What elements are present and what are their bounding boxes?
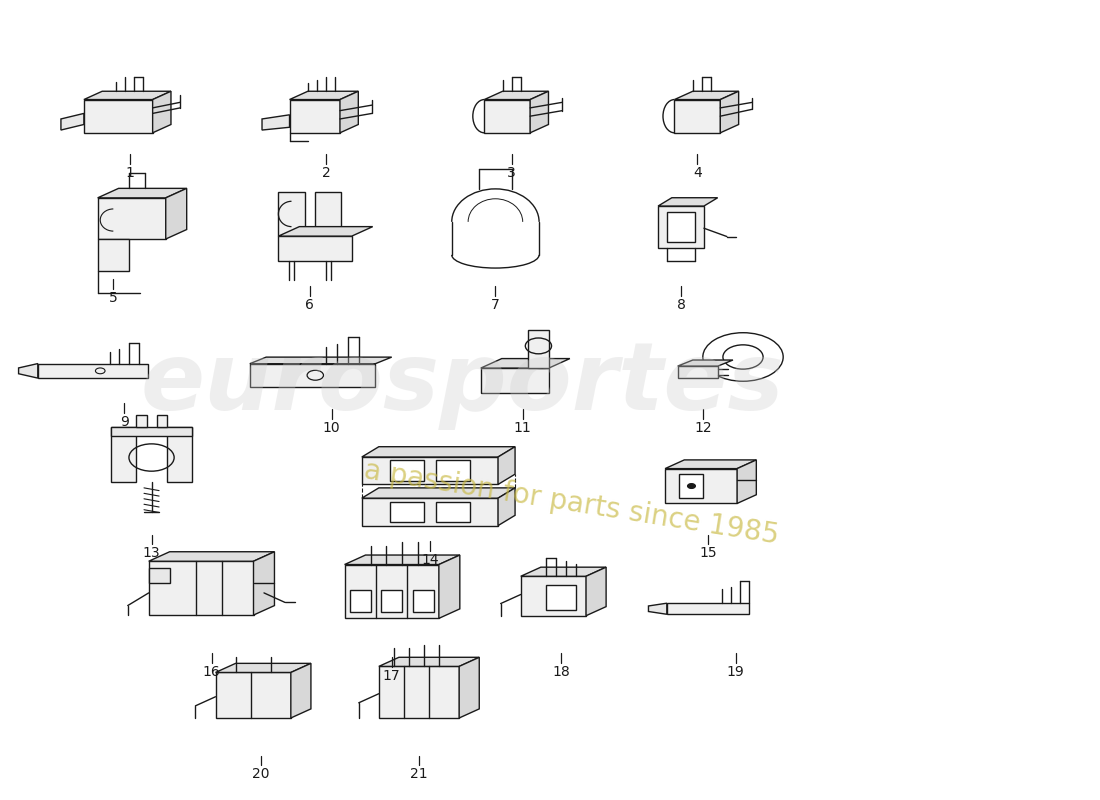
- Text: 12: 12: [694, 421, 712, 435]
- Polygon shape: [362, 498, 498, 526]
- Polygon shape: [390, 502, 425, 522]
- Polygon shape: [250, 364, 375, 387]
- Polygon shape: [498, 488, 515, 526]
- Polygon shape: [666, 460, 757, 469]
- Polygon shape: [436, 502, 470, 522]
- Polygon shape: [153, 91, 170, 133]
- Text: 5: 5: [109, 291, 118, 305]
- Polygon shape: [253, 552, 275, 615]
- Text: 3: 3: [507, 166, 516, 180]
- Polygon shape: [148, 562, 253, 615]
- Polygon shape: [362, 446, 515, 457]
- Polygon shape: [546, 586, 576, 610]
- Polygon shape: [262, 115, 289, 130]
- Polygon shape: [378, 658, 480, 666]
- Polygon shape: [148, 567, 169, 583]
- Polygon shape: [166, 188, 187, 239]
- Polygon shape: [484, 91, 549, 99]
- Polygon shape: [250, 357, 392, 364]
- Polygon shape: [362, 488, 515, 498]
- Polygon shape: [668, 211, 695, 242]
- Polygon shape: [278, 192, 305, 236]
- Polygon shape: [37, 363, 148, 378]
- Text: a passion for parts since 1985: a passion for parts since 1985: [362, 456, 781, 550]
- Polygon shape: [84, 91, 170, 99]
- Text: 7: 7: [491, 298, 499, 312]
- Polygon shape: [481, 368, 549, 394]
- Polygon shape: [484, 99, 530, 133]
- Polygon shape: [498, 446, 515, 485]
- Polygon shape: [216, 673, 290, 718]
- Polygon shape: [98, 198, 166, 239]
- Text: 1: 1: [125, 166, 134, 180]
- Polygon shape: [459, 658, 480, 718]
- Circle shape: [688, 484, 695, 488]
- Text: 15: 15: [700, 546, 717, 561]
- Text: 11: 11: [514, 421, 531, 435]
- Polygon shape: [344, 555, 460, 565]
- Polygon shape: [378, 666, 459, 718]
- Polygon shape: [156, 415, 166, 427]
- Polygon shape: [278, 236, 352, 262]
- Polygon shape: [666, 469, 737, 503]
- Polygon shape: [98, 188, 187, 198]
- Text: 13: 13: [143, 546, 161, 561]
- Text: 19: 19: [727, 666, 745, 679]
- Polygon shape: [530, 91, 549, 133]
- Text: 4: 4: [693, 166, 702, 180]
- Polygon shape: [674, 91, 738, 99]
- Text: 8: 8: [676, 298, 685, 312]
- Text: 18: 18: [552, 666, 570, 679]
- Polygon shape: [350, 590, 371, 612]
- Text: 6: 6: [306, 298, 315, 312]
- Text: 14: 14: [421, 553, 439, 567]
- Polygon shape: [136, 415, 146, 427]
- Polygon shape: [290, 663, 311, 718]
- Polygon shape: [667, 603, 749, 614]
- Polygon shape: [439, 555, 460, 618]
- Polygon shape: [674, 99, 720, 133]
- Polygon shape: [520, 576, 586, 616]
- Polygon shape: [98, 239, 129, 270]
- Polygon shape: [289, 91, 359, 99]
- Text: 17: 17: [383, 669, 400, 682]
- Polygon shape: [84, 99, 153, 133]
- Text: 10: 10: [323, 421, 341, 435]
- Polygon shape: [148, 552, 275, 562]
- Polygon shape: [340, 91, 359, 133]
- Text: 20: 20: [252, 767, 270, 782]
- Polygon shape: [520, 567, 606, 576]
- Polygon shape: [60, 114, 84, 130]
- Polygon shape: [315, 192, 341, 236]
- Polygon shape: [649, 603, 667, 614]
- Polygon shape: [390, 461, 425, 481]
- Polygon shape: [680, 474, 704, 498]
- Polygon shape: [362, 457, 498, 485]
- Polygon shape: [166, 427, 191, 482]
- Polygon shape: [111, 427, 191, 436]
- Text: eurosportes: eurosportes: [141, 338, 784, 430]
- Polygon shape: [278, 226, 373, 236]
- Text: 9: 9: [120, 414, 129, 429]
- Polygon shape: [216, 663, 311, 673]
- Polygon shape: [658, 206, 704, 248]
- Text: 21: 21: [410, 767, 428, 782]
- Polygon shape: [436, 461, 470, 481]
- Text: 16: 16: [202, 666, 220, 679]
- Polygon shape: [586, 567, 606, 616]
- Polygon shape: [382, 590, 403, 612]
- Polygon shape: [678, 366, 718, 378]
- Polygon shape: [412, 590, 433, 612]
- Text: 2: 2: [322, 166, 331, 180]
- Polygon shape: [658, 198, 717, 206]
- Polygon shape: [289, 99, 340, 133]
- Polygon shape: [737, 460, 757, 503]
- Polygon shape: [481, 358, 570, 368]
- Polygon shape: [720, 91, 738, 133]
- Polygon shape: [678, 360, 733, 366]
- Polygon shape: [111, 427, 136, 482]
- Polygon shape: [19, 363, 37, 378]
- Polygon shape: [528, 330, 549, 368]
- Polygon shape: [344, 565, 439, 618]
